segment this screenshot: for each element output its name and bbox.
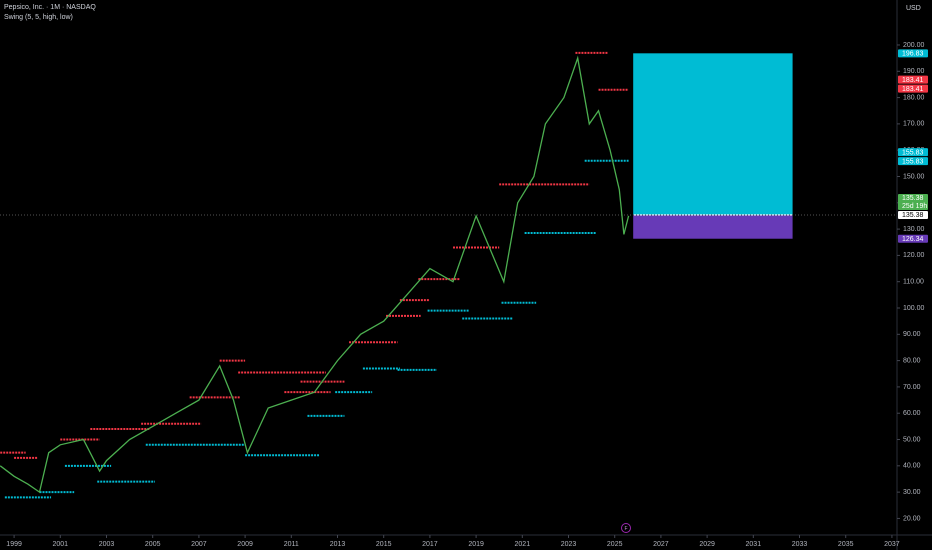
price-label-box (898, 148, 928, 157)
target-zone (633, 53, 793, 215)
price-label: 135.38 (902, 212, 924, 219)
x-tick-label: 2007 (191, 541, 207, 548)
y-tick-label: 150.00 (903, 173, 925, 180)
y-tick-label: 180.00 (903, 94, 925, 101)
y-tick-label: 120.00 (903, 252, 925, 259)
y-tick-label: 110.00 (903, 279, 924, 286)
price-series (0, 55, 630, 494)
y-tick-label: 40.00 (903, 463, 921, 470)
price-label-box (898, 84, 928, 93)
chart-title: Pepsico, Inc. · 1M · NASDAQ (4, 4, 96, 11)
price-label: 183.41 (902, 86, 924, 93)
x-tick-label: 2025 (607, 541, 623, 548)
y-tick-label: 90.00 (903, 331, 921, 338)
y-tick-label: 200.00 (903, 42, 925, 49)
event-marker[interactable] (621, 523, 631, 533)
indicator-label: Swing (5, 5, high, low) (4, 14, 73, 21)
y-tick-label: 50.00 (903, 436, 921, 443)
y-tick-label: 170.00 (903, 121, 925, 128)
x-tick-label: 2033 (792, 541, 808, 548)
price-label: 135.38 (902, 195, 924, 202)
x-tick-label: 2019 (468, 541, 484, 548)
x-tick-label: 2035 (838, 541, 854, 548)
countdown: 25d 19h (902, 203, 927, 210)
stop-zone (633, 214, 793, 239)
x-tick-label: 2017 (422, 541, 438, 548)
price-label-box (898, 49, 928, 58)
x-tick-label: 2005 (145, 541, 161, 548)
price-label: 196.83 (902, 50, 924, 57)
y-tick-label: 60.00 (903, 410, 921, 417)
price-label: 126.34 (902, 236, 924, 243)
event-marker-icon: F (624, 526, 627, 532)
x-tick-label: 2011 (284, 541, 299, 548)
x-tick-label: 2021 (515, 541, 531, 548)
x-tick-label: 2009 (237, 541, 253, 548)
y-tick-label: 130.00 (903, 226, 925, 233)
x-tick-label: 2023 (561, 541, 577, 548)
price-label-box (898, 210, 928, 219)
x-tick-label: 2037 (884, 541, 900, 548)
x-tick-label: 2029 (699, 541, 715, 548)
price-label-box (898, 75, 928, 84)
price-label: 183.41 (902, 77, 924, 84)
y-tick-label: 80.00 (903, 357, 921, 364)
x-tick-label: 1999 (6, 541, 22, 548)
price-label-box (898, 157, 928, 166)
x-tick-label: 2015 (376, 541, 392, 548)
y-tick-label: 30.00 (903, 489, 921, 496)
x-tick-label: 2001 (53, 541, 69, 548)
x-tick-label: 2003 (99, 541, 115, 548)
y-tick-label: 190.00 (903, 68, 925, 75)
x-tick-label: 2013 (330, 541, 346, 548)
x-tick-label: 2031 (746, 541, 762, 548)
x-tick-label: 2027 (653, 541, 669, 548)
price-label: 155.83 (902, 158, 924, 165)
y-tick-label: 70.00 (903, 384, 921, 391)
y-tick-label: 100.00 (903, 305, 925, 312)
price-label-box (898, 234, 928, 243)
price-label: 155.83 (902, 149, 924, 156)
y-tick-label: 20.00 (903, 515, 921, 522)
currency: USD (906, 5, 921, 12)
price-label-box (898, 193, 928, 210)
